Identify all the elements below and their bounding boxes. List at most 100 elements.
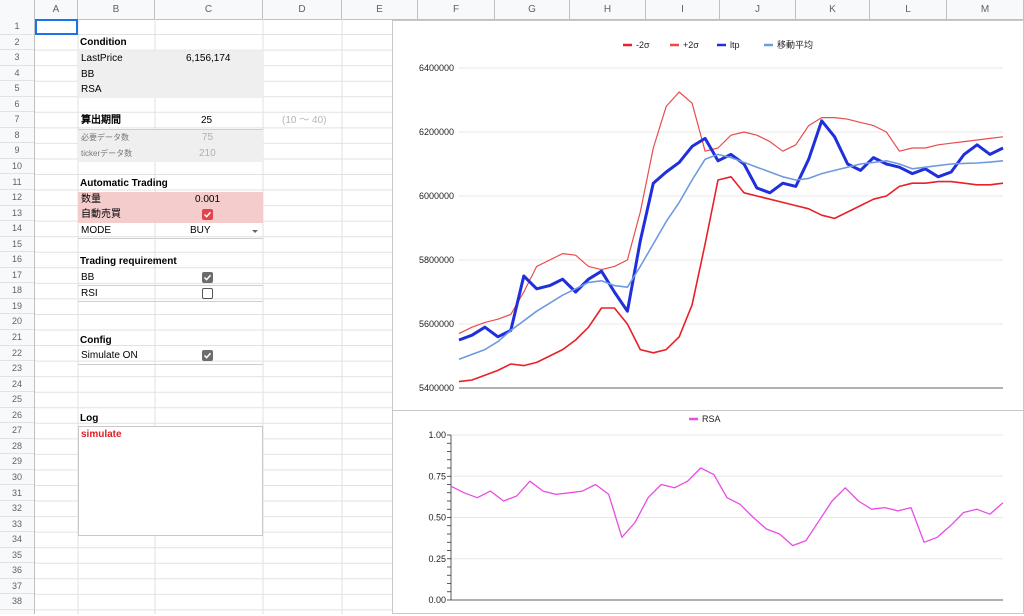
check-icon [203, 274, 212, 281]
legend-label: ltp [730, 40, 740, 50]
series-line-3 [458, 119, 1004, 342]
column-header-a[interactable]: A [35, 0, 78, 19]
rsa-chart[interactable]: 1.00 0.75 0.50 0.25 0.00 RSA [392, 410, 1024, 614]
row-header-5[interactable]: 5 [0, 81, 34, 97]
legend-label: +2σ [683, 40, 699, 50]
chevron-down-icon[interactable] [252, 230, 258, 233]
bollinger-chart[interactable]: 6400000 6200000 6000000 5800000 5600000 54000… [392, 20, 1024, 411]
qty-row[interactable] [78, 192, 263, 208]
row-header-14[interactable]: 14 [0, 221, 34, 237]
row-header-31[interactable]: 31 [0, 486, 34, 501]
mode-select[interactable]: BUY [190, 225, 211, 236]
config-title: Config [80, 335, 112, 346]
column-header-l[interactable]: L [870, 0, 947, 19]
bb-row[interactable] [78, 67, 263, 83]
required-label: 必要データ数 [81, 133, 129, 142]
legend-label: RSA [702, 414, 721, 424]
column-header-d[interactable]: D [263, 0, 342, 19]
row-header-24[interactable]: 24 [0, 377, 34, 393]
row-header-38[interactable]: 38 [0, 594, 34, 610]
series-line-4 [458, 153, 1004, 360]
req-rsi-checkbox[interactable] [202, 288, 213, 299]
column-header-g[interactable]: G [495, 0, 570, 19]
qty-value[interactable]: 0.001 [195, 194, 221, 205]
y-tick-label: 5800000 [419, 255, 454, 265]
row-header-26[interactable]: 26 [0, 408, 34, 424]
req-bb-checkbox[interactable] [202, 272, 213, 283]
simulate-underline [78, 364, 263, 365]
simulate-checkbox[interactable] [202, 350, 213, 361]
row-header-8[interactable]: 8 [0, 128, 34, 144]
auto-trading-title: Automatic Trading [80, 178, 168, 189]
row-header-20[interactable]: 20 [0, 314, 34, 330]
auto-trade-checkbox[interactable] [202, 209, 213, 220]
row-header-16[interactable]: 16 [0, 252, 34, 268]
legend-label: -2σ [636, 40, 650, 50]
row-header-36[interactable]: 36 [0, 563, 34, 579]
select-all-corner[interactable] [0, 0, 35, 19]
y-tick-label: 1.00 [428, 430, 446, 440]
row-header-21[interactable]: 21 [0, 330, 34, 346]
row-header-19[interactable]: 19 [0, 299, 34, 315]
row-header-12[interactable]: 12 [0, 190, 34, 206]
column-header-k[interactable]: K [796, 0, 870, 19]
column-header-m[interactable]: M [947, 0, 1024, 19]
row-header-23[interactable]: 23 [0, 361, 34, 377]
column-header-h[interactable]: H [570, 0, 646, 19]
auto-row[interactable] [78, 207, 263, 223]
row-header-17[interactable]: 17 [0, 268, 34, 284]
row-header-28[interactable]: 28 [0, 439, 34, 455]
row-header-2[interactable]: 2 [0, 35, 34, 51]
y-tick-label: 6200000 [419, 127, 454, 137]
column-header-j[interactable]: J [720, 0, 796, 19]
last-price-label: LastPrice [81, 53, 123, 64]
row-header-7[interactable]: 7 [0, 112, 34, 128]
row-header-9[interactable]: 9 [0, 143, 34, 159]
column-header-i[interactable]: I [646, 0, 720, 19]
check-icon [203, 352, 212, 359]
series-line-2 [458, 91, 1004, 335]
row-header-1[interactable]: 1 [0, 19, 34, 35]
period-value[interactable]: 25 [201, 115, 213, 126]
row-header-10[interactable]: 10 [0, 159, 34, 175]
req-rsi-underline [78, 301, 263, 302]
y-tick-label: 0.50 [428, 513, 446, 523]
auto-label: 自動売買 [81, 209, 121, 220]
legend-label: 移動平均 [777, 39, 813, 50]
log-title: Log [80, 413, 99, 424]
row-header-34[interactable]: 34 [0, 532, 34, 548]
row-header-11[interactable]: 11 [0, 175, 34, 190]
row-header-3[interactable]: 3 [0, 50, 34, 66]
column-header-f[interactable]: F [418, 0, 495, 19]
row-header-25[interactable]: 25 [0, 392, 34, 408]
row-header-32[interactable]: 32 [0, 501, 34, 517]
last-price-row[interactable] [78, 51, 263, 67]
column-header-c[interactable]: C [155, 0, 263, 19]
column-header-e[interactable]: E [342, 0, 418, 19]
row-header-13[interactable]: 13 [0, 206, 34, 222]
row-header-33[interactable]: 33 [0, 517, 34, 533]
row-header-37[interactable]: 37 [0, 579, 34, 595]
row-header-35[interactable]: 35 [0, 548, 34, 564]
row-header-22[interactable]: 22 [0, 346, 34, 362]
rsa-label: RSA [81, 84, 102, 95]
row-header-bar: 1 2 3 4 5 6 7 8 9 10 11 12 13 14 15 16 17 18 19 20 21 22 23 24 2… [0, 19, 35, 614]
column-header-b[interactable]: B [78, 0, 155, 19]
series-line-1 [450, 467, 1004, 547]
row-header-27[interactable]: 27 [0, 423, 34, 439]
selected-cell-a1[interactable] [35, 19, 78, 35]
row-header-18[interactable]: 18 [0, 283, 34, 299]
log-box[interactable] [78, 426, 263, 536]
rsa-row[interactable] [78, 82, 263, 98]
row-header-29[interactable]: 29 [0, 454, 34, 470]
row-header-4[interactable]: 4 [0, 66, 34, 82]
row-header-6[interactable]: 6 [0, 97, 34, 113]
row-header-15[interactable]: 15 [0, 237, 34, 253]
period-underline [78, 129, 263, 130]
ticker-label: tickerデータ数 [81, 149, 133, 158]
row-header-30[interactable]: 30 [0, 470, 34, 486]
y-tick-label: 5400000 [419, 383, 454, 393]
mode-label: MODE [81, 225, 111, 236]
req-rsi-label: RSI [81, 288, 98, 299]
